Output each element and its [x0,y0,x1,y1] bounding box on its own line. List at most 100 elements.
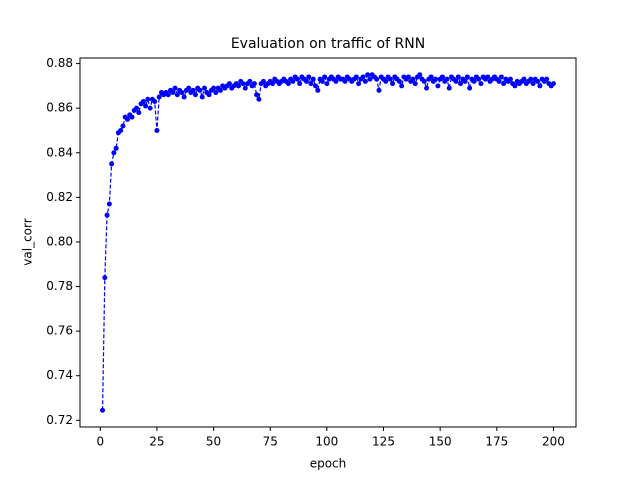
data-point [109,161,115,167]
data-point [322,74,328,80]
data-point [405,74,411,80]
y-axis-label: val_corr [21,218,35,265]
x-tick-label: 75 [263,435,278,449]
y-tick-label: 0.78 [46,279,73,293]
data-point [134,105,140,111]
data-point [435,83,441,89]
data-point [247,78,253,84]
data-point [374,76,380,82]
data-point [217,87,223,93]
y-tick-label: 0.86 [46,101,73,115]
data-point [485,74,491,80]
data-point [147,105,153,111]
data-point [501,81,507,87]
data-point [333,78,339,84]
data-point [306,74,312,80]
plot-frame [79,57,577,428]
data-point [192,92,198,98]
x-tick-label: 25 [149,435,164,449]
data-point [294,76,300,82]
data-point [269,81,275,87]
data-point [467,85,473,91]
data-point [140,98,146,104]
data-point [179,90,185,96]
data-point [124,116,130,122]
data-point [521,76,527,82]
data-point [290,78,296,84]
data-point [303,78,309,84]
y-tick-label: 0.76 [46,324,73,338]
data-point [428,74,434,80]
data-point [118,127,124,133]
data-point [165,92,171,98]
data-point [396,78,402,84]
data-point [458,81,464,87]
data-point [439,74,445,80]
data-point [152,98,158,104]
data-point [100,407,106,413]
data-point [313,83,319,89]
data-point [444,76,450,82]
x-tick-label: 175 [485,435,508,449]
x-tick-label: 50 [206,435,221,449]
data-point [417,72,423,78]
data-point [324,81,330,87]
data-point [242,85,248,91]
data-point [453,78,459,84]
data-point [446,85,452,91]
data-point [310,76,316,82]
data-point [476,76,482,82]
data-point [535,78,541,84]
data-point [190,87,196,93]
x-tick-label: 125 [372,435,395,449]
data-point [342,78,348,84]
data-point [297,81,303,87]
data-point [129,114,135,120]
data-point [530,81,536,87]
y-tick-label: 0.82 [46,190,73,204]
x-tick-label: 150 [429,435,452,449]
x-tick-label: 200 [542,435,565,449]
data-point [186,85,192,91]
data-point [226,81,232,87]
y-tick-label: 0.72 [46,413,73,427]
data-point [383,78,389,84]
data-point [240,81,246,87]
data-point [424,85,430,91]
data-point [235,83,241,89]
data-point [421,78,427,84]
data-point [251,81,257,87]
data-point [199,94,205,100]
data-point [360,74,366,80]
chart-title: Evaluation on traffic of RNN [231,36,425,52]
y-tick-label: 0.84 [46,145,73,159]
data-point [507,76,513,82]
data-point [365,72,371,78]
data-point [376,87,382,93]
data-point [213,90,219,96]
data-point [387,76,393,82]
data-point [254,92,260,98]
data-point [174,92,180,98]
data-point [496,78,502,84]
x-tick-label: 0 [96,435,104,449]
data-point [181,94,187,100]
data-point [156,94,162,100]
x-tick-label: 100 [315,435,338,449]
data-point [111,150,117,156]
data-point [471,78,477,84]
data-point [285,81,291,87]
data-point [143,103,149,109]
data-point [206,92,212,98]
data-point [145,96,151,102]
data-point [399,83,405,89]
data-point [550,81,556,87]
data-point [308,81,314,87]
data-point [528,76,534,82]
data-point [464,74,470,80]
data-point [319,78,325,84]
data-point [256,96,262,102]
data-point [170,90,176,96]
